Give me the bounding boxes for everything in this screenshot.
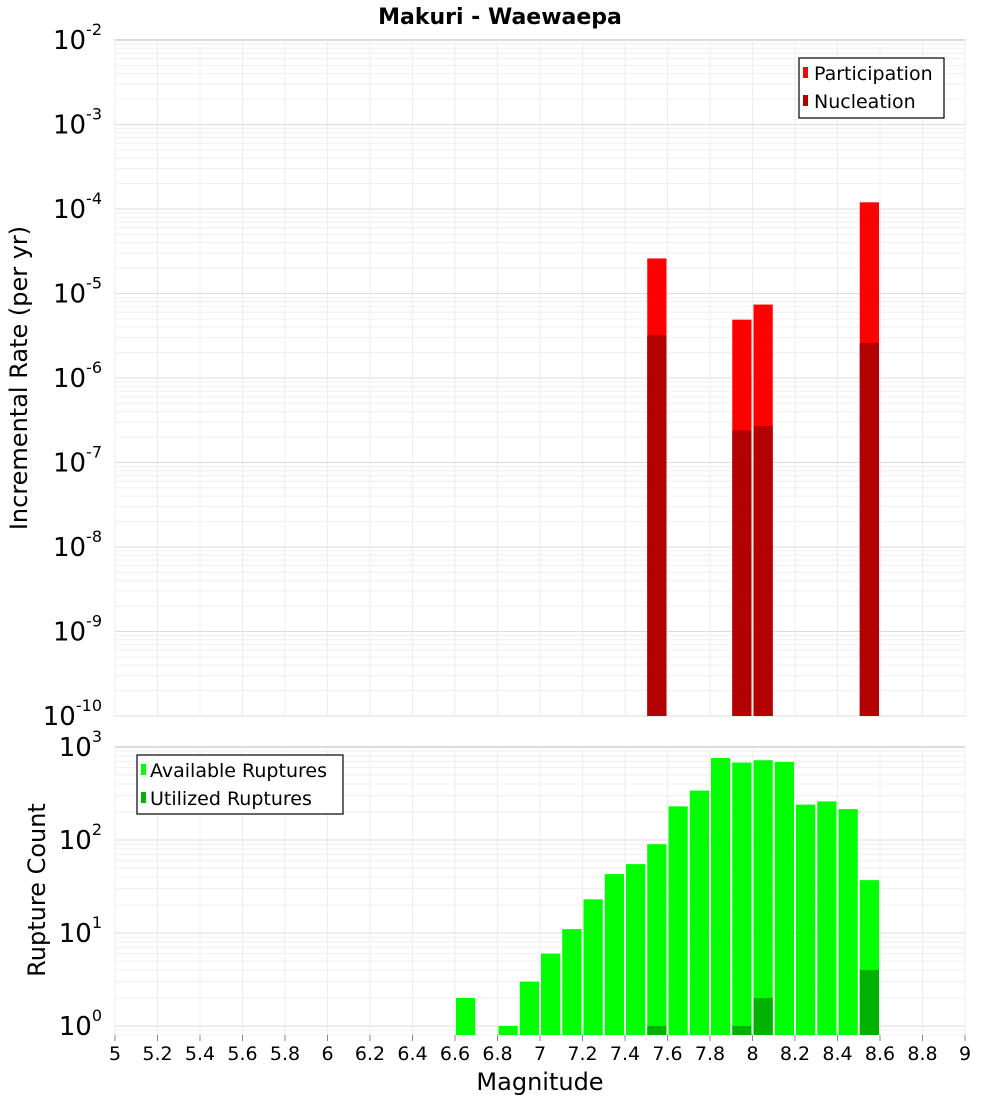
x-axis-ticks: 5 5.2 5.4 5.6 5.8 6 6.2 6.4 6.6 6.8 7 7.2 7.4 7.6 7.8 8… (109, 1035, 971, 1065)
x-tick-label: 6.4 (397, 1043, 427, 1065)
available-ruptures-bar (519, 981, 539, 1035)
available-ruptures-bar (732, 762, 752, 1035)
available-ruptures-bar (498, 1025, 518, 1035)
available-ruptures-bar (753, 760, 773, 1035)
x-tick-label: 8.6 (865, 1043, 895, 1065)
legend-swatch-nucleation (803, 95, 808, 106)
x-tick-label: 6.2 (355, 1043, 385, 1065)
utilized-ruptures-bar (647, 1025, 667, 1035)
legend-label-participation: Participation (814, 63, 933, 85)
count-plot-bars (456, 758, 879, 1035)
x-tick-label: 5.8 (270, 1043, 300, 1065)
nucleation-bar (859, 342, 879, 716)
rate-plot-y-label: Incremental Rate (per yr) (5, 226, 33, 530)
x-tick-label: 5.2 (142, 1043, 172, 1065)
available-ruptures-bar (796, 804, 816, 1035)
legend-label-available: Available Ruptures (150, 760, 327, 782)
y-tick-label: 10-10 (43, 696, 102, 732)
available-ruptures-bar (711, 758, 731, 1035)
rate-plot-bars (647, 202, 879, 716)
x-tick-label: 8 (746, 1043, 758, 1065)
x-tick-label: 7.6 (652, 1043, 682, 1065)
x-tick-label: 7 (534, 1043, 546, 1065)
available-ruptures-bar (689, 790, 709, 1035)
available-ruptures-bar (817, 801, 837, 1035)
count-plot-grid (114, 747, 966, 1036)
utilized-ruptures-bar (753, 997, 773, 1035)
x-tick-label: 5.6 (227, 1043, 257, 1065)
available-ruptures-bar (583, 899, 603, 1035)
x-tick-label: 7.4 (610, 1043, 640, 1065)
x-tick-label: 6.6 (440, 1043, 470, 1065)
available-ruptures-bar (647, 844, 667, 1035)
count-plot-y-label: Rupture Count (23, 803, 51, 977)
x-tick-label: 7.8 (695, 1043, 725, 1065)
rate-plot-legend: Participation Nucleation (798, 57, 945, 119)
chart-title: Makuri - Waewaepa (378, 5, 622, 30)
utilized-ruptures-bar (859, 969, 879, 1035)
y-tick-label: 103 (59, 727, 102, 763)
y-tick-label: 10-4 (53, 189, 102, 225)
available-ruptures-bar (838, 809, 858, 1035)
x-tick-label: 5.4 (185, 1043, 215, 1065)
legend-swatch-utilized (141, 792, 146, 803)
x-tick-label: 8.2 (780, 1043, 810, 1065)
count-plot-legend: Available Ruptures Utilized Ruptures (136, 754, 344, 815)
legend-label-utilized: Utilized Ruptures (150, 788, 312, 810)
x-tick-label: 6.8 (482, 1043, 512, 1065)
legend-label-nucleation: Nucleation (814, 91, 916, 113)
y-tick-label: 10-6 (53, 358, 102, 394)
legend-swatch-participation (803, 67, 808, 78)
x-tick-label: 7.2 (567, 1043, 597, 1065)
x-tick-label: 6 (321, 1043, 333, 1065)
x-axis-label: Magnitude (476, 1068, 603, 1096)
y-tick-label: 10-5 (53, 274, 102, 310)
legend-swatch-available (141, 764, 146, 775)
x-tick-label: 9 (959, 1043, 971, 1065)
nucleation-bar (647, 335, 667, 716)
rate-plot-grid (114, 40, 966, 717)
available-ruptures-bar (626, 864, 646, 1035)
available-ruptures-bar (604, 874, 624, 1035)
available-ruptures-bar (774, 761, 794, 1035)
available-ruptures-bar (562, 929, 582, 1035)
x-tick-label: 8.4 (822, 1043, 852, 1065)
available-ruptures-bar (456, 997, 476, 1035)
x-tick-label: 8.8 (907, 1043, 937, 1065)
x-tick-label: 5 (109, 1043, 121, 1065)
available-ruptures-bar (541, 953, 561, 1035)
utilized-ruptures-bar (732, 1025, 752, 1035)
available-ruptures-bar (668, 806, 688, 1035)
nucleation-bar (753, 426, 773, 716)
nucleation-bar (732, 430, 752, 716)
